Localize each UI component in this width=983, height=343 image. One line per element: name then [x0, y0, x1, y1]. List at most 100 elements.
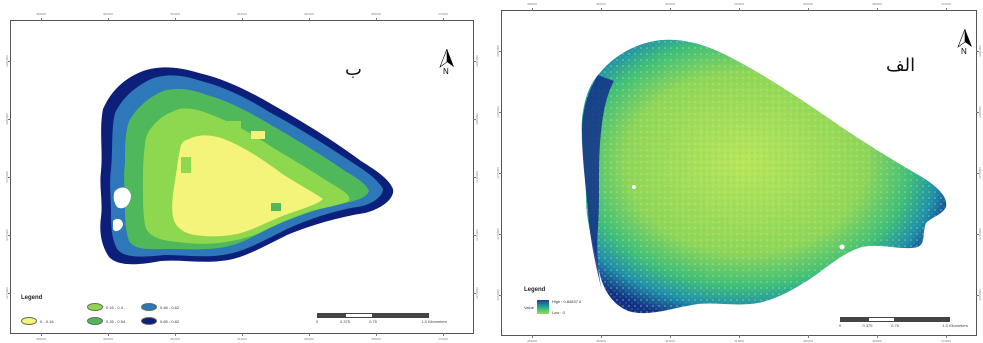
tick-mark [473, 61, 476, 62]
tick-label-x: 462000 [169, 337, 181, 341]
scale-label: 0.75 [891, 323, 899, 328]
scale-label: 1.5 Kilometers [421, 319, 447, 324]
map-frame-alef: 458000 458000 460000 460000 462000 462000 4640… [496, 2, 982, 343]
scale-label: 0.375 [339, 319, 351, 324]
north-label: N [443, 67, 449, 76]
scale-label: 0.75 [369, 319, 377, 324]
tick-label-x: 464000 [733, 2, 745, 6]
map-frame-b: 458000 458000 460000 460000 462000 462000 4640… [5, 12, 479, 341]
tick-mark [175, 18, 176, 21]
scale-bar-alef: 0 0.375 0.75 1.5 Kilometers [838, 317, 968, 329]
tick-mark [175, 333, 176, 336]
scale-segment [373, 313, 429, 318]
tick-mark [877, 8, 878, 11]
legend-class-item: 0 - 0.16 [21, 317, 54, 325]
tick-mark [473, 177, 476, 178]
tick-label-x: 470000 [437, 12, 449, 16]
tick-mark [108, 333, 109, 336]
tick-label-x: 466000 [802, 2, 814, 6]
tick-mark [976, 51, 979, 52]
tick-label-x: 466000 [303, 12, 315, 16]
tick-label-x: 468000 [370, 337, 382, 341]
panel-label-b: ب [345, 59, 362, 80]
tick-label-x: 464000 [236, 337, 248, 341]
tick-label-x: 460000 [595, 2, 607, 6]
tick-mark [8, 119, 11, 120]
tick-mark [242, 18, 243, 21]
scale-label: 1.5 Kilometers [942, 323, 968, 328]
tick-label-x: 462000 [664, 339, 676, 343]
map-panel-b: 458000 458000 460000 460000 462000 462000 4640… [0, 0, 479, 341]
tick-mark [532, 335, 533, 338]
tick-label-x: 458000 [526, 339, 538, 343]
legend-swatch [87, 317, 103, 325]
tick-label-x: 460000 [102, 337, 114, 341]
legend-low: Low : 0 [551, 310, 565, 315]
tick-label-x: 468000 [871, 2, 883, 6]
scale-label: 0.375 [862, 323, 873, 328]
tick-mark [670, 8, 671, 11]
tick-mark [41, 18, 42, 21]
tick-mark [946, 335, 947, 338]
tick-mark [8, 177, 11, 178]
tick-label-x: 466000 [303, 337, 315, 341]
legend-swatch [21, 317, 37, 325]
tick-mark [976, 295, 979, 296]
tick-mark [976, 234, 979, 235]
legend-title-b: Legend [21, 295, 43, 301]
tick-label-x: 460000 [595, 339, 607, 343]
tick-mark [976, 173, 979, 174]
legend-swatch [87, 303, 103, 311]
tick-mark [739, 8, 740, 11]
tick-mark [8, 293, 11, 294]
legend-class-label: 0 - 0.16 [40, 318, 54, 324]
tick-mark [473, 235, 476, 236]
tick-label-x: 466000 [802, 339, 814, 343]
legend-class-item: 0.26 - 0.54 [87, 317, 125, 325]
tick-label-x: 458000 [526, 2, 538, 6]
scale-label: 0 [315, 319, 319, 324]
tick-mark [499, 173, 502, 174]
tick-mark [808, 335, 809, 338]
tick-label-x: 464000 [236, 12, 248, 16]
tick-mark [877, 335, 878, 338]
tick-label-x: 468000 [871, 339, 883, 343]
scale-segment [895, 317, 950, 322]
tick-mark [601, 8, 602, 11]
tick-label-x: 458000 [35, 337, 47, 341]
legend-value-row: Value High : 0.84837 6 Low : 0 [524, 299, 581, 315]
scale-label: 0 [838, 323, 842, 328]
scale-segment [317, 313, 345, 318]
tick-mark [8, 61, 11, 62]
color-ramp [536, 300, 549, 314]
tick-mark [376, 333, 377, 336]
legend-class-item: 0.65 - 0.82 [141, 317, 179, 325]
tick-label-x: 470000 [437, 337, 449, 341]
tick-mark [739, 335, 740, 338]
legend-class-label: 0.46 - 0.62 [160, 304, 180, 310]
legend-class-label: 0.65 - 0.82 [160, 318, 180, 324]
legend-class-label: 0.26 - 0.54 [106, 318, 126, 324]
north-arrow-icon: N [438, 49, 456, 79]
tick-mark [499, 51, 502, 52]
tick-mark [473, 119, 476, 120]
tick-mark [499, 112, 502, 113]
tick-mark [976, 112, 979, 113]
island-continuous-map [581, 39, 947, 314]
tick-label-x: 470000 [940, 2, 952, 6]
legend-subtitle: Value [524, 304, 534, 310]
tick-mark [41, 333, 42, 336]
tick-mark [473, 293, 476, 294]
tick-label-x: 468000 [370, 12, 382, 16]
legend-high: High : 0.84837 6 [551, 299, 582, 304]
tick-mark [309, 333, 310, 336]
panel-label-alef: الف [886, 55, 916, 76]
tick-mark [443, 333, 444, 336]
scale-segment [867, 317, 895, 322]
legend-swatch [141, 303, 157, 311]
tick-mark [376, 18, 377, 21]
tick-mark [108, 18, 109, 21]
tick-mark [8, 235, 11, 236]
tick-mark [499, 295, 502, 296]
tick-mark [601, 335, 602, 338]
